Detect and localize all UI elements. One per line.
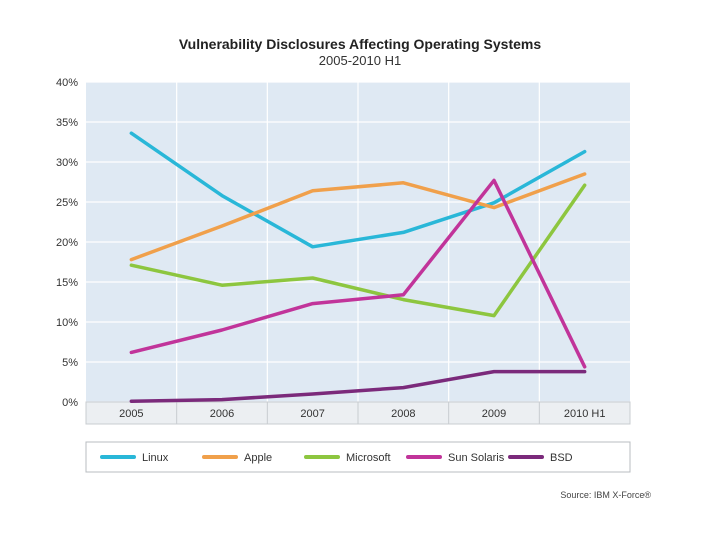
x-tick-label: 2009 (482, 408, 506, 420)
series-line-sun-solaris (129, 178, 587, 369)
y-axis-ticks: 0% 5% 10% 15% 20% 25% 30% 35% 40% (56, 77, 78, 409)
chart-title: Vulnerability Disclosures Affecting Oper… (179, 36, 541, 52)
legend-label-bsd: BSD (550, 452, 573, 464)
series-line-apple (129, 172, 587, 262)
y-tick-label: 20% (56, 237, 78, 249)
series-line-bsd (129, 369, 587, 403)
legend-label-linux: Linux (142, 452, 169, 464)
y-tick-label: 35% (56, 117, 78, 129)
source-note: Source: IBM X-Force® (560, 490, 651, 500)
legend-label-sun-solaris: Sun Solaris (448, 452, 505, 464)
y-tick-label: 0% (62, 397, 78, 409)
legend-label-microsoft: Microsoft (346, 452, 391, 464)
x-tick-label: 2005 (119, 408, 143, 420)
x-tick-label: 2007 (300, 408, 324, 420)
series-line-microsoft (129, 183, 587, 318)
y-tick-label: 30% (56, 157, 78, 169)
y-tick-label: 40% (56, 77, 78, 89)
series-lines (129, 131, 587, 403)
x-tick-label: 2008 (391, 408, 415, 420)
y-tick-label: 10% (56, 317, 78, 329)
y-tick-label: 25% (56, 197, 78, 209)
grid (86, 81, 630, 424)
chart-subtitle: 2005-2010 H1 (319, 53, 401, 68)
x-tick-label: 2010 H1 (564, 408, 606, 420)
y-tick-label: 15% (56, 277, 78, 289)
legend-label-apple: Apple (244, 452, 272, 464)
x-axis-ticks: 2005 2006 2007 2008 2009 2010 H1 (119, 402, 605, 424)
series-line-linux (129, 131, 587, 249)
y-tick-label: 5% (62, 357, 78, 369)
legend: Linux Apple Microsoft Sun Solaris BSD (100, 452, 573, 464)
x-tick-label: 2006 (210, 408, 234, 420)
